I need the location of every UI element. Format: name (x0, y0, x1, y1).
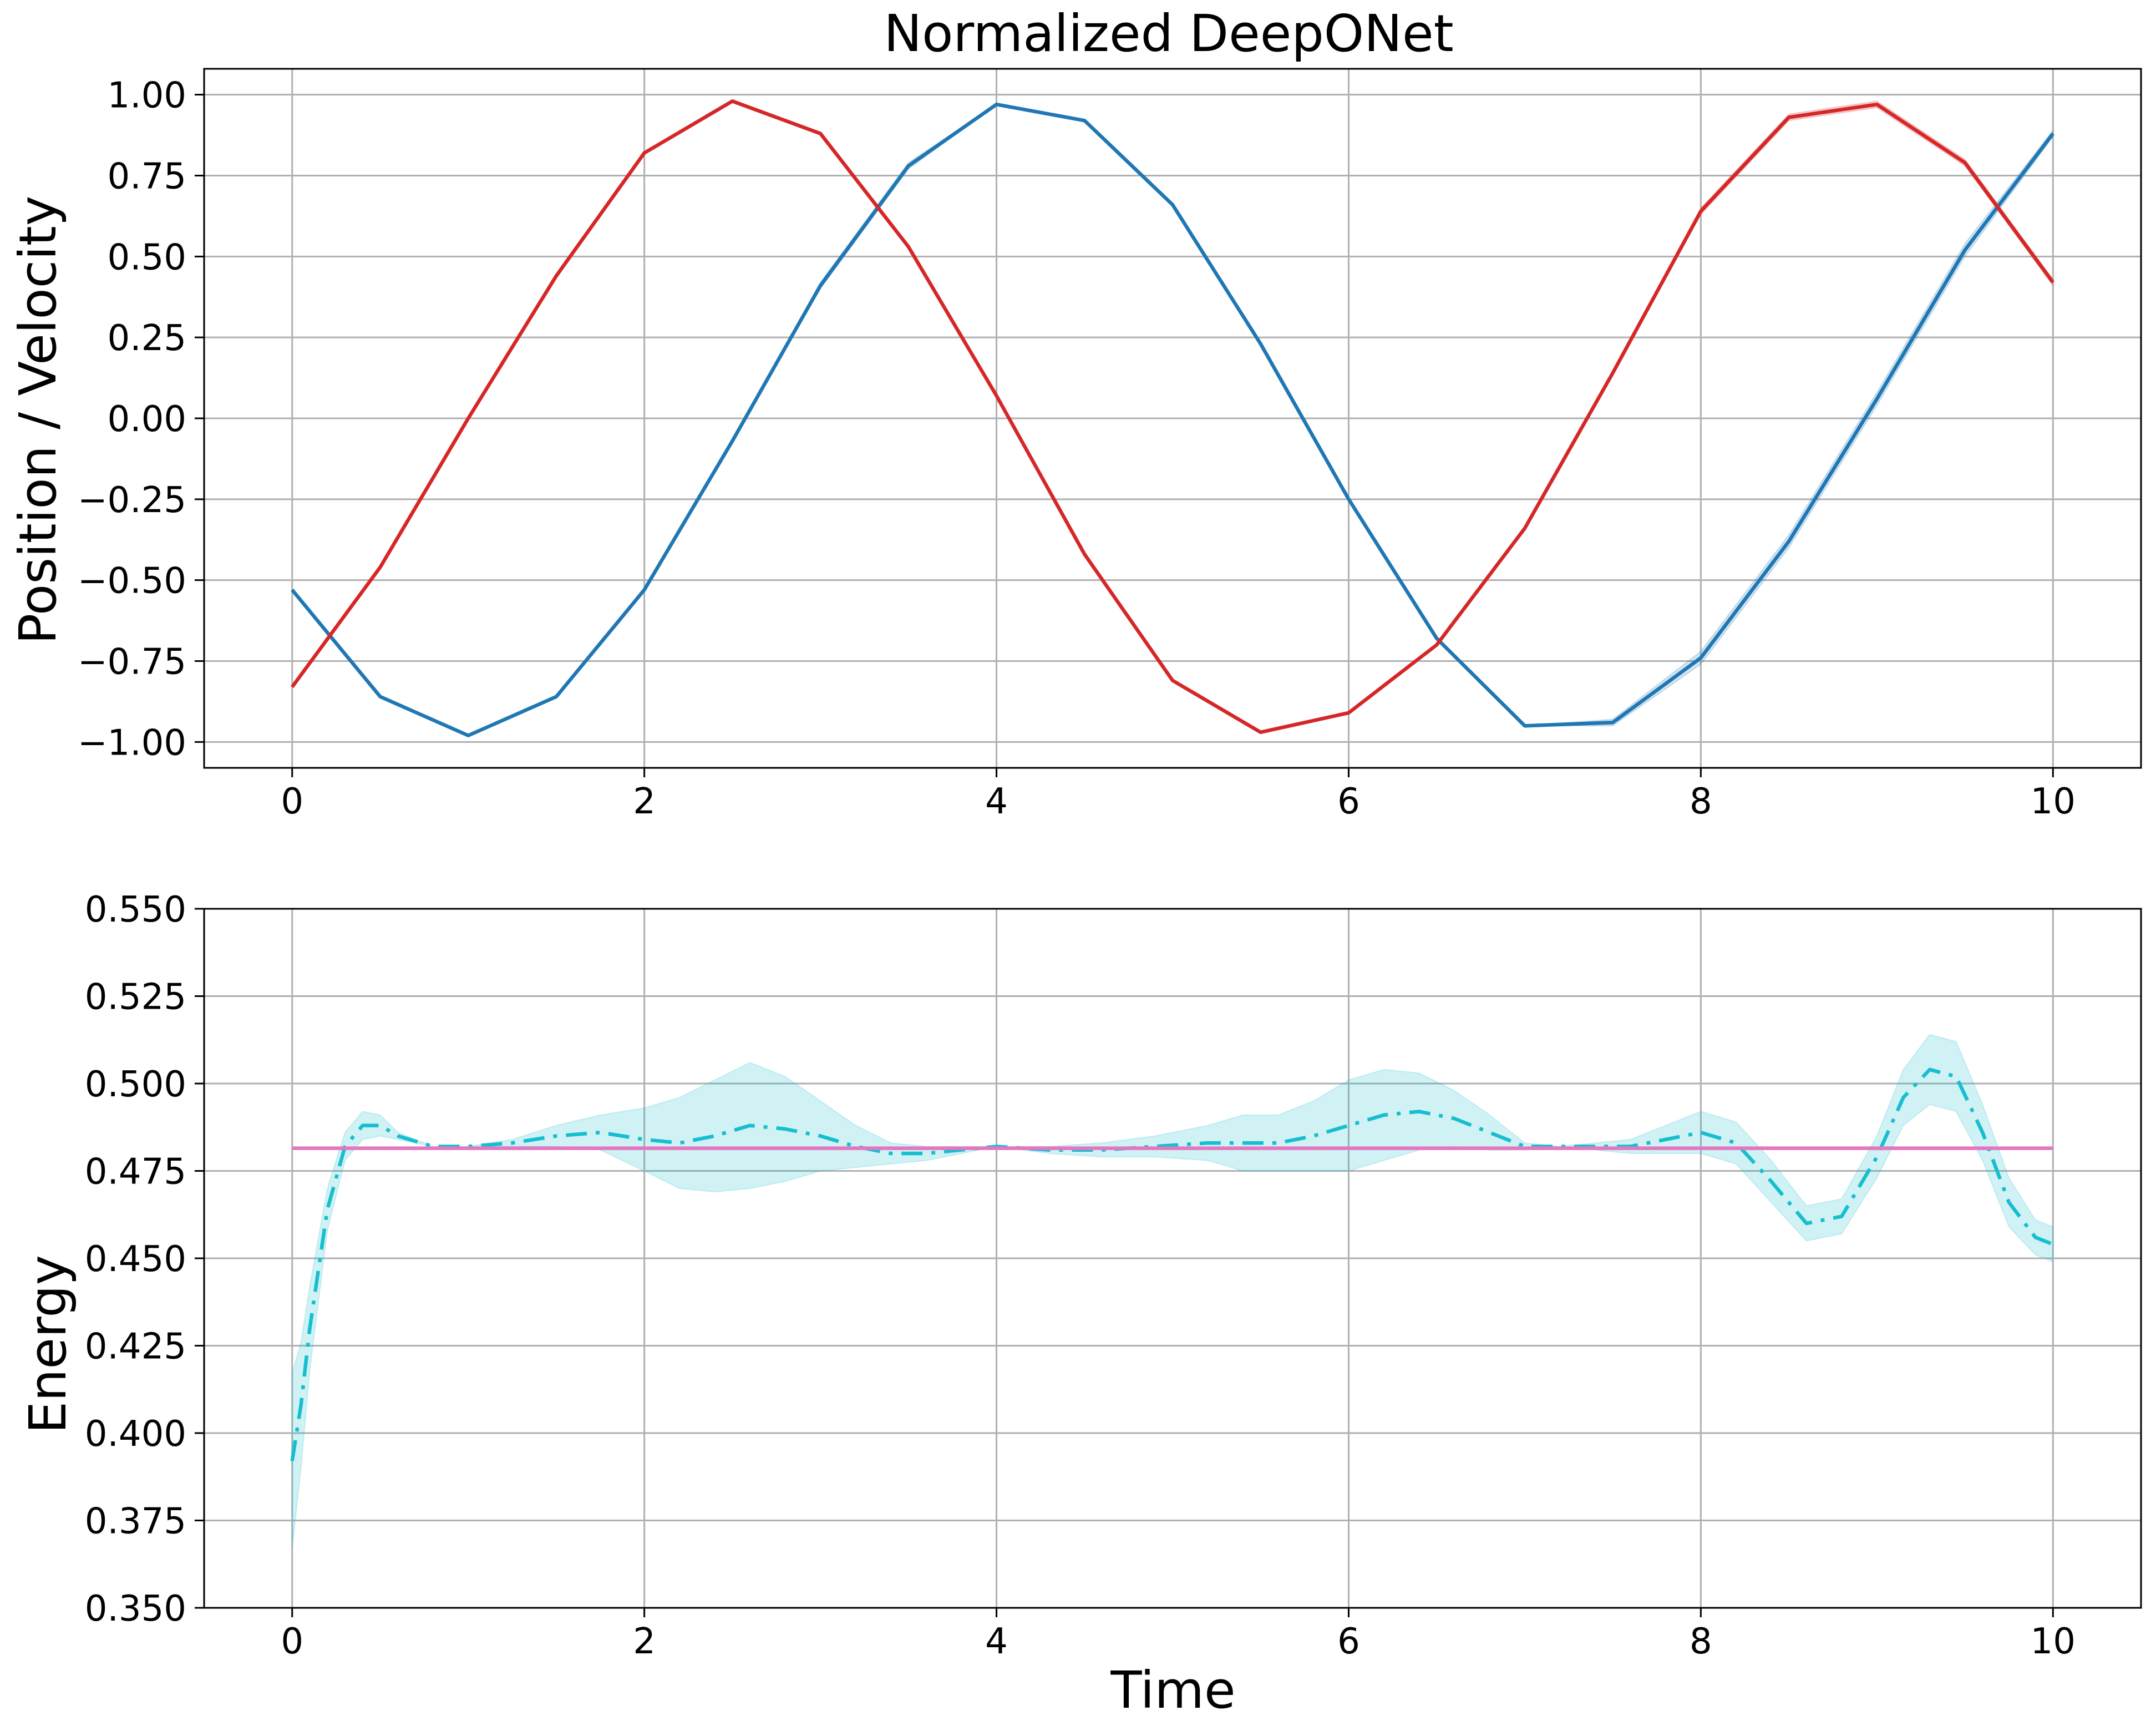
chart-title: Normalized DeepONet (884, 4, 1453, 63)
x-tick-label: 6 (1337, 781, 1360, 822)
y-tick-label: 0.25 (108, 318, 187, 359)
x-tick-label: 0 (281, 1621, 303, 1662)
plot-area (290, 1034, 2054, 1549)
y-axis-label: Position / Velocity (8, 196, 68, 645)
position-velocity-panel: Normalized DeepONet Position / Velocity … (8, 4, 2142, 822)
y-tick-label: 0.375 (85, 1501, 186, 1542)
x-tick-label: 8 (1690, 1621, 1712, 1662)
energy-panel: Energy Time 0 2 4 6 8 10 0.350 0.375 0.400 0.425 0… (18, 889, 2142, 1720)
y-tick-label: 0.425 (85, 1327, 186, 1368)
x-axis-label: Time (1110, 1661, 1235, 1720)
y-tick-label: −0.25 (78, 480, 186, 521)
series-0-uncertainty-band (291, 1034, 2054, 1549)
y-tick-label: 0.400 (85, 1414, 186, 1455)
x-tick-label: 10 (2031, 1621, 2076, 1662)
y-tick-label: 0.350 (85, 1588, 186, 1629)
x-tick-label: 2 (633, 781, 656, 822)
y-tick-label: 0.500 (85, 1064, 186, 1105)
y-tick-label: 0.50 (108, 237, 187, 278)
x-tick-label: 8 (1690, 781, 1712, 822)
y-tick-label: 0.00 (108, 399, 187, 440)
y-axis-label: Energy (18, 1255, 78, 1434)
y-tick-label: 0.550 (85, 889, 186, 930)
series-0-line (291, 102, 2054, 737)
y-tick-label: 0.450 (85, 1239, 186, 1280)
y-tick-label: 1.00 (108, 75, 187, 117)
series-0-uncertainty-band (291, 104, 2054, 736)
y-tick-label: 0.475 (85, 1152, 186, 1193)
y-tick-label: 0.525 (85, 977, 186, 1018)
y-tick-label: −1.00 (78, 722, 186, 763)
x-tick-label: 6 (1337, 1621, 1360, 1662)
x-tick-label: 4 (985, 781, 1008, 822)
y-tick-label: −0.50 (78, 561, 186, 602)
x-tick-label: 4 (985, 1621, 1008, 1662)
y-tick-label: −0.75 (78, 642, 186, 683)
x-tick-label: 10 (2031, 781, 2076, 822)
series-1-line (291, 99, 2054, 735)
y-tick-label: 0.75 (108, 156, 187, 198)
plot-area (291, 99, 2054, 737)
x-tick-label: 2 (633, 1621, 656, 1662)
x-tick-label: 0 (281, 781, 303, 822)
